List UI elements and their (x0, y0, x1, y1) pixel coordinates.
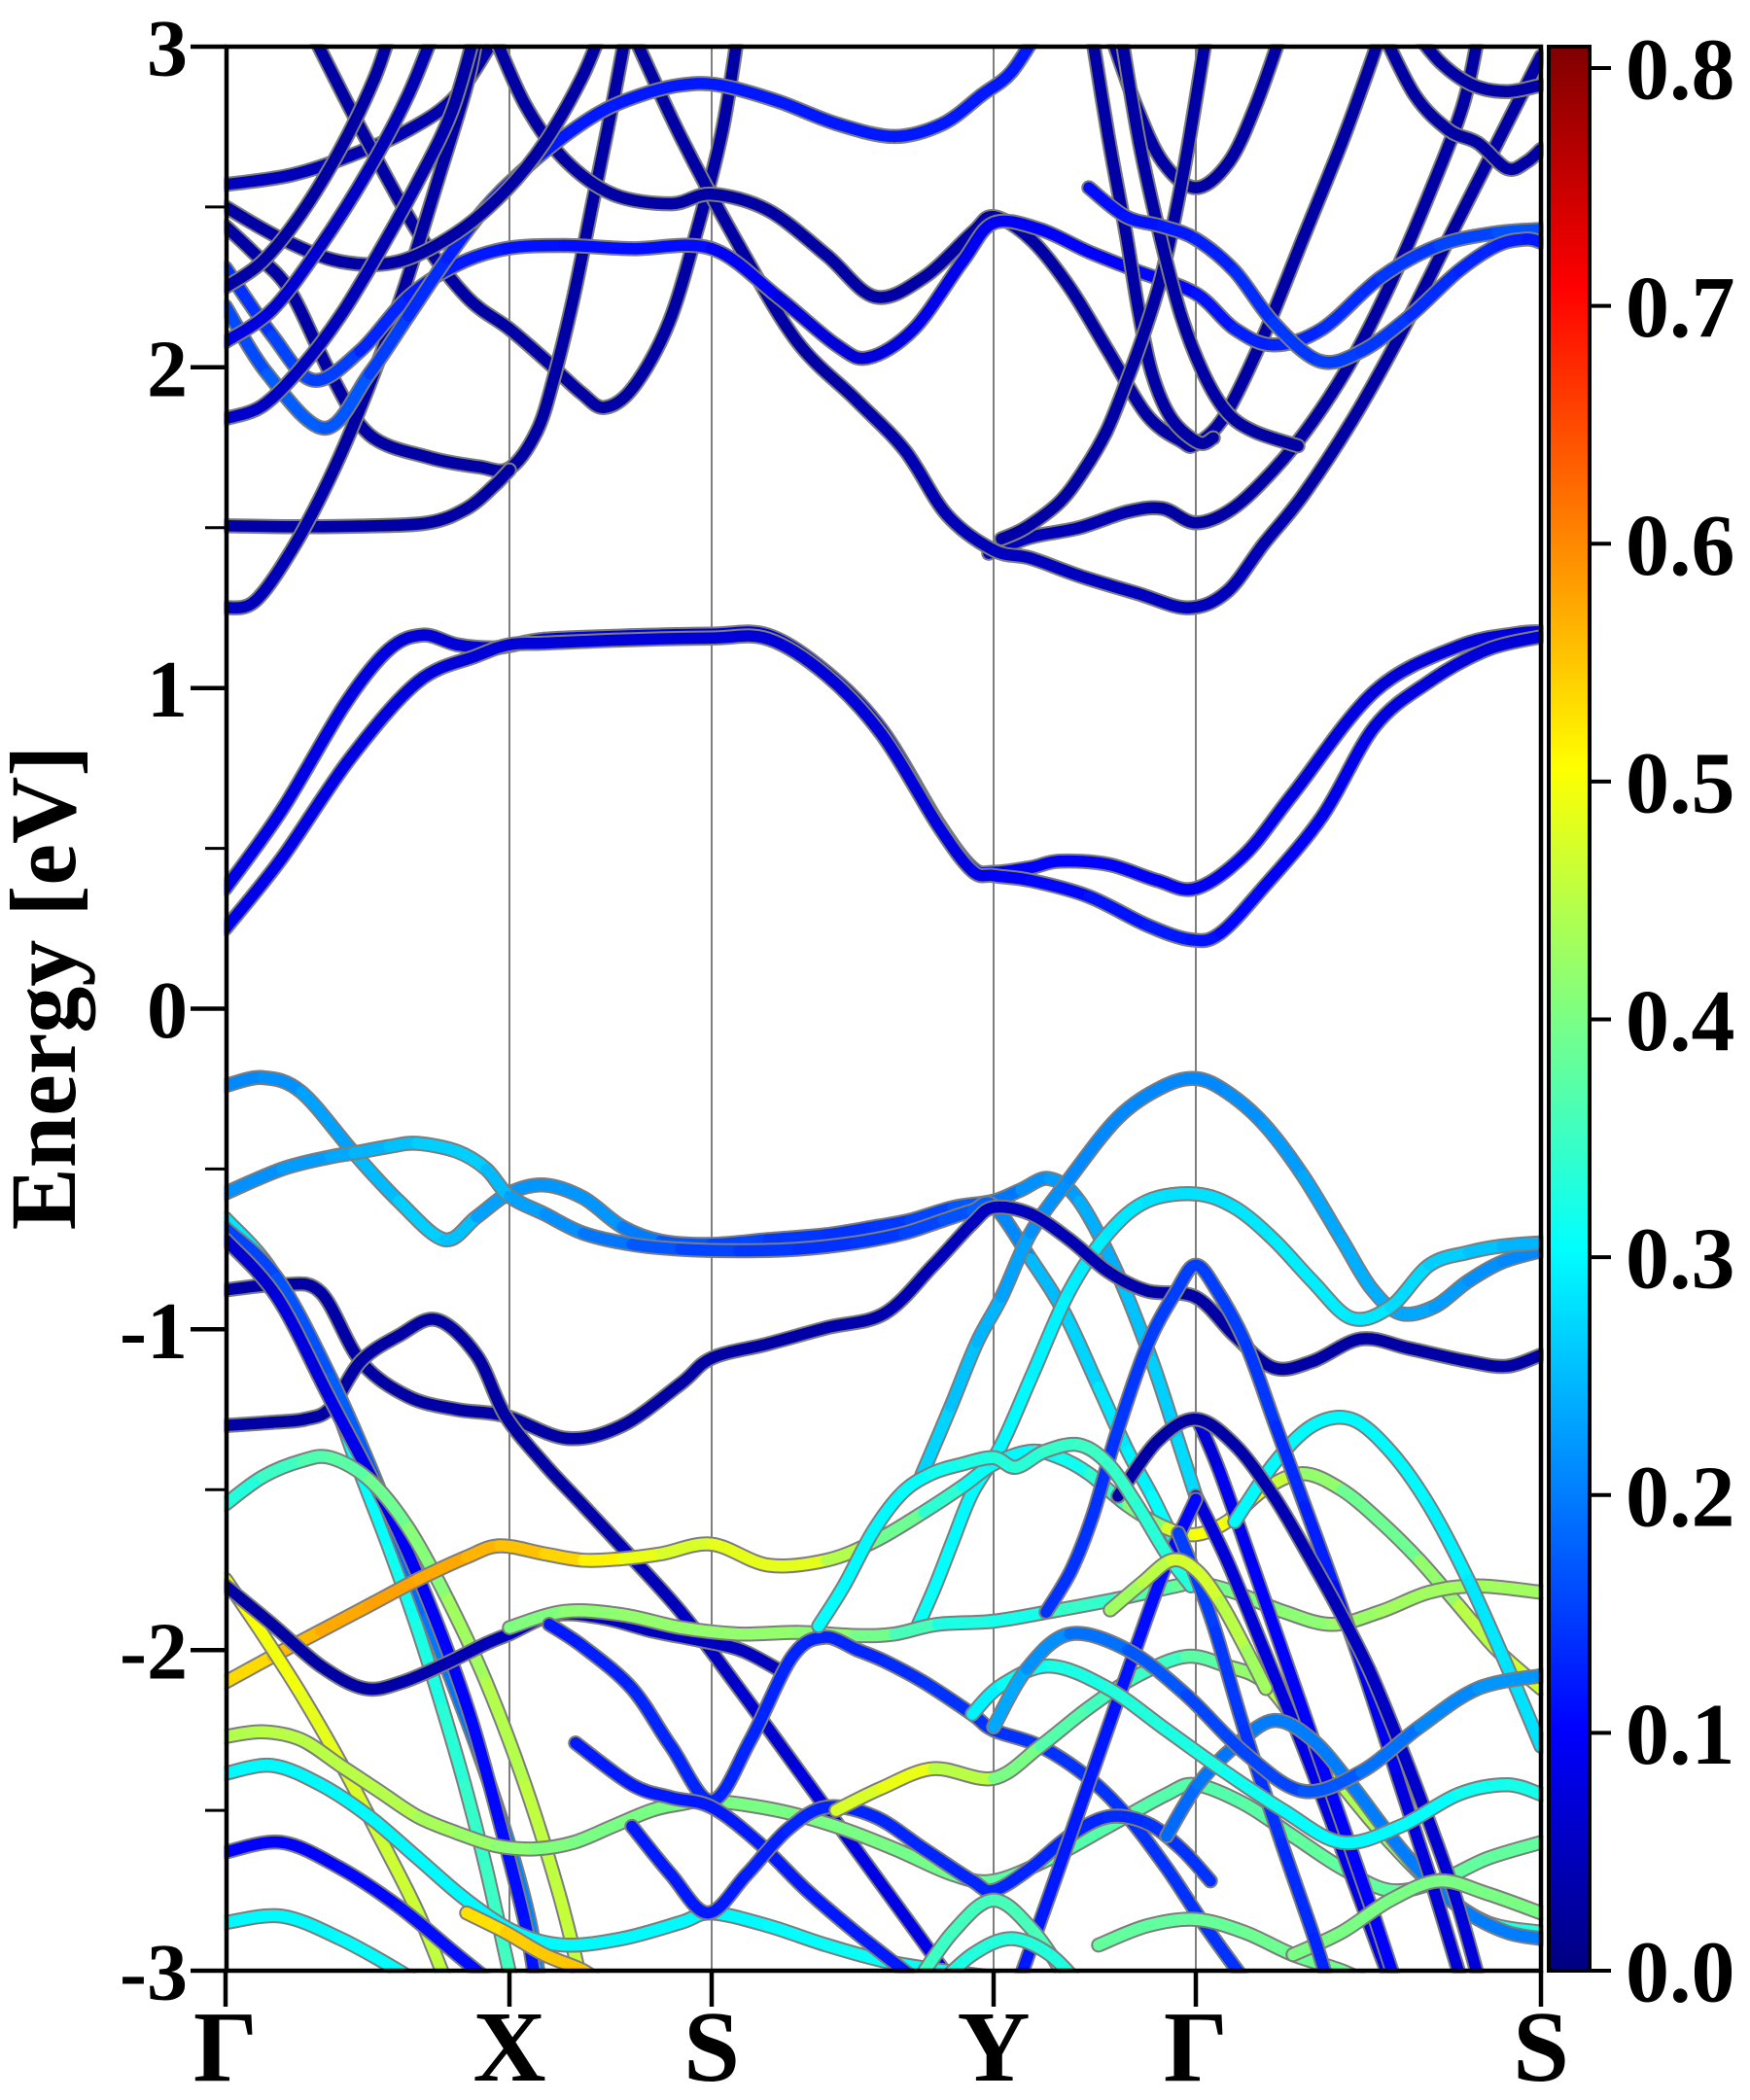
svg-text:2: 2 (147, 324, 188, 414)
svg-text:S: S (683, 1991, 740, 2100)
svg-text:Y: Y (957, 1991, 1030, 2100)
svg-text:0.7: 0.7 (1626, 260, 1735, 356)
svg-text:0.4: 0.4 (1626, 973, 1735, 1069)
svg-text:-3: -3 (120, 1928, 188, 2018)
svg-text:0.8: 0.8 (1626, 22, 1735, 119)
svg-text:-1: -1 (120, 1286, 188, 1377)
svg-text:0.2: 0.2 (1626, 1449, 1735, 1545)
svg-text:X: X (472, 1991, 545, 2100)
svg-text:0.3: 0.3 (1626, 1211, 1735, 1308)
svg-text:Energy [eV]: Energy [eV] (0, 746, 95, 1231)
svg-text:Γ: Γ (193, 1991, 258, 2100)
svg-text:0.5: 0.5 (1626, 735, 1735, 831)
svg-text:-2: -2 (120, 1607, 188, 1698)
svg-text:1: 1 (147, 645, 188, 735)
svg-text:0: 0 (147, 965, 188, 1056)
svg-text:0.1: 0.1 (1626, 1687, 1735, 1783)
svg-text:0.0: 0.0 (1626, 1925, 1735, 2021)
svg-text:0.6: 0.6 (1626, 498, 1735, 594)
svg-text:Γ: Γ (1164, 1991, 1228, 2100)
svg-text:3: 3 (147, 4, 188, 94)
svg-text:S: S (1513, 1991, 1569, 2100)
